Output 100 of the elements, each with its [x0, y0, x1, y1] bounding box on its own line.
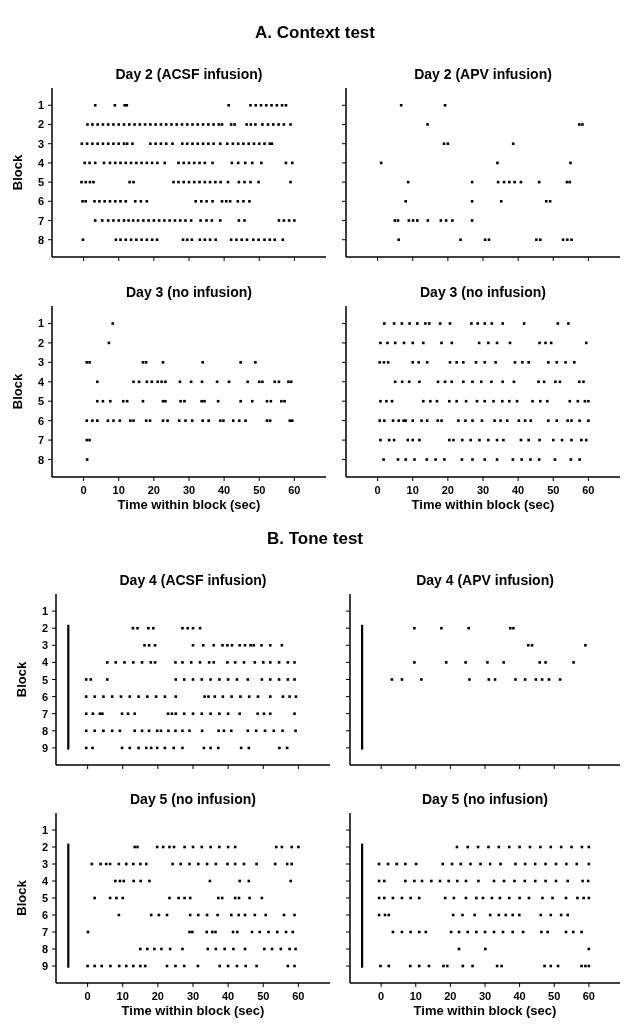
point — [185, 142, 189, 145]
point — [413, 661, 416, 664]
point — [277, 123, 280, 126]
point — [235, 238, 238, 242]
point — [471, 380, 474, 384]
point — [411, 361, 415, 364]
x-tick-label: 40 — [218, 484, 231, 496]
point — [287, 380, 290, 384]
point — [147, 219, 150, 222]
x-tick-label: 30 — [476, 484, 490, 496]
point — [440, 419, 443, 422]
point — [106, 123, 110, 126]
point — [462, 361, 465, 364]
y-tick-label: 1 — [41, 605, 48, 618]
y-tick-label: 9 — [41, 741, 48, 754]
point — [156, 380, 160, 384]
point — [160, 380, 163, 384]
x-tick-label: 10 — [116, 990, 129, 1002]
point — [471, 458, 474, 461]
point — [450, 380, 454, 384]
point — [408, 322, 411, 325]
x-tick-label: 0 — [378, 990, 385, 1002]
x-tick-label: 60 — [288, 484, 301, 496]
point — [512, 626, 515, 630]
point — [404, 458, 408, 461]
point — [483, 361, 487, 364]
point — [149, 123, 152, 126]
point — [109, 399, 112, 403]
point — [112, 219, 115, 222]
point — [483, 322, 487, 325]
point — [150, 380, 154, 384]
point — [245, 123, 248, 126]
point — [413, 626, 416, 630]
point — [531, 399, 534, 403]
point — [128, 695, 132, 698]
point — [501, 380, 504, 384]
point — [425, 458, 429, 461]
x-tick-label: 20 — [441, 484, 454, 496]
point — [171, 142, 174, 145]
point — [246, 380, 249, 384]
point — [231, 419, 235, 422]
y-tick-label: 4 — [41, 875, 49, 887]
point — [238, 712, 242, 715]
point — [418, 380, 421, 384]
x-axis-title: Time within block (sec) — [413, 1003, 557, 1018]
point — [537, 458, 541, 461]
point — [146, 695, 149, 698]
point — [218, 142, 222, 145]
text: A. Context test — [255, 23, 376, 42]
point — [152, 626, 155, 630]
chart-title: Day 4 (APV infusion) — [416, 572, 554, 588]
point — [467, 626, 471, 630]
x-tick-label: 50 — [548, 990, 561, 1002]
point — [273, 238, 277, 242]
point — [218, 419, 222, 422]
point — [268, 678, 272, 681]
point — [254, 103, 258, 107]
point — [239, 695, 242, 698]
point — [119, 200, 122, 203]
point — [88, 361, 91, 364]
point — [411, 419, 415, 422]
point — [520, 458, 523, 461]
point — [464, 419, 467, 422]
point — [587, 399, 590, 403]
point — [183, 399, 186, 403]
point — [261, 123, 264, 126]
y-tick-label: 5 — [41, 892, 48, 904]
point — [424, 322, 427, 325]
point — [501, 322, 504, 325]
point — [182, 712, 186, 715]
point — [499, 419, 502, 422]
x-tick-label: 20 — [444, 990, 457, 1002]
point — [499, 200, 503, 203]
y-tick-label: 6 — [41, 909, 48, 921]
point — [117, 219, 121, 222]
x-tick-label: 60 — [292, 990, 305, 1002]
point — [587, 419, 590, 422]
point — [127, 123, 131, 126]
point — [207, 142, 210, 145]
point — [573, 361, 576, 364]
point — [207, 123, 210, 126]
point — [200, 200, 203, 203]
point — [293, 661, 296, 664]
y-tick-label: 6 — [41, 690, 48, 703]
chart-title: Day 5 (no infusion) — [422, 791, 548, 807]
point — [289, 123, 292, 126]
point — [112, 123, 115, 126]
point — [529, 419, 533, 422]
point — [505, 419, 509, 422]
point — [572, 661, 575, 664]
point — [211, 200, 214, 203]
point — [181, 626, 184, 630]
point — [535, 238, 538, 242]
point — [283, 399, 286, 403]
point — [200, 399, 203, 403]
point — [201, 361, 204, 364]
x-axis-title: Time within block (sec) — [411, 497, 555, 512]
point — [249, 103, 252, 107]
x-axis-title: Time within block (sec) — [117, 497, 261, 512]
point — [268, 644, 272, 647]
